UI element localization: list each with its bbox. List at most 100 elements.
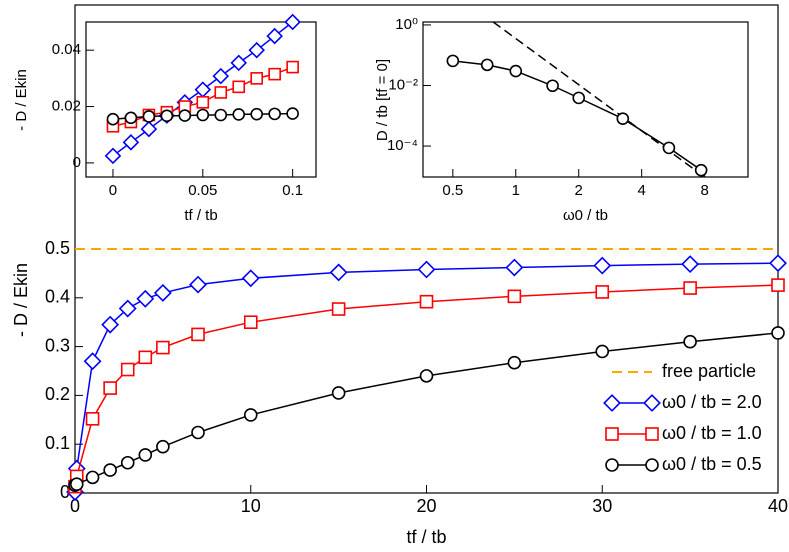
legend-label: ω0 / tb = 0.5 [662,454,762,474]
x-axis-label: tf / tb [406,527,446,547]
y-tick-label: 0.2 [45,384,70,404]
marker [120,362,135,377]
marker [103,381,117,395]
marker [603,394,621,412]
x-tick-label: 8 [700,182,708,199]
marker [572,91,586,105]
plot-frame [85,21,317,178]
marker [241,269,260,288]
marker [645,458,659,472]
marker [212,67,230,85]
y-tick-label: 10⁻⁴ [387,137,418,154]
marker [605,458,619,472]
marker [593,256,612,275]
marker [595,285,610,299]
y-tick-label: 10⁰ [395,16,418,33]
marker [769,254,787,273]
marker [160,109,174,123]
y-tick-label: 0.3 [45,335,70,355]
marker [232,108,246,121]
marker [509,64,523,78]
marker [595,344,610,359]
marker [214,86,228,99]
marker [101,315,120,334]
marker [250,72,264,85]
x-tick-label: 0.5 [442,182,463,199]
marker [507,289,522,304]
marker [153,283,172,302]
marker [284,13,301,31]
y-tick-label: 0.5 [45,238,70,258]
marker [230,54,248,72]
x-axis-label: ω0 / tb [563,207,608,224]
y-tick-label: 0.02 [52,98,81,115]
marker [268,67,281,81]
marker [196,96,210,109]
y-axis-label: - D / Ekin [13,69,30,131]
marker [232,80,246,94]
marker [286,107,299,120]
marker [196,108,210,122]
x-tick-label: 0.05 [188,182,217,199]
marker [142,110,156,123]
x-tick-label: 0 [109,182,117,199]
marker [446,54,460,68]
x-tick-label: 30 [592,496,612,516]
marker [505,258,524,277]
marker [681,255,700,274]
marker [771,326,785,340]
x-tick-label: 1 [512,182,520,199]
marker [122,134,140,151]
y-tick-label: 0 [60,482,70,502]
x-tick-label: 20 [416,496,436,516]
marker [178,109,192,122]
y-tick-label: 10⁻² [388,76,418,93]
marker [683,281,697,295]
marker [419,294,434,309]
marker [771,278,785,292]
marker [214,108,228,122]
marker [191,425,205,440]
x-tick-label: 0.1 [282,182,303,199]
marker [419,369,434,383]
marker [156,340,170,355]
marker [138,350,153,365]
y-axis-label: D / tb [tf = 0] [374,59,391,141]
marker [694,163,708,177]
legend-label: free particle [662,361,756,381]
marker [156,439,170,454]
x-tick-label: 2 [575,182,583,199]
marker [138,448,153,462]
marker [683,334,697,349]
marker [266,27,283,45]
marker [85,470,100,485]
x-tick-label: 40 [768,496,788,516]
marker [331,386,346,400]
y-tick-label: 0.1 [45,433,70,453]
marker [643,394,661,412]
marker [69,477,84,492]
marker [331,302,346,316]
marker [120,455,135,470]
marker [286,60,299,74]
y-axis-label: - D / Ekin [11,263,31,337]
marker [118,299,137,318]
x-tick-label: 0 [70,496,80,516]
marker [616,112,630,126]
marker [194,81,212,98]
x-axis-label: tf / tb [184,207,217,224]
y-tick-label: 0 [73,154,81,171]
marker [329,263,348,282]
marker [243,315,258,330]
y-tick-label: 0.4 [45,287,70,307]
marker [106,112,120,126]
marker [250,107,264,121]
marker [85,412,100,426]
marker [546,79,559,93]
marker [191,327,205,342]
marker [605,427,619,441]
marker [480,58,494,72]
marker [124,111,138,125]
marker [243,408,258,422]
marker [104,147,122,165]
